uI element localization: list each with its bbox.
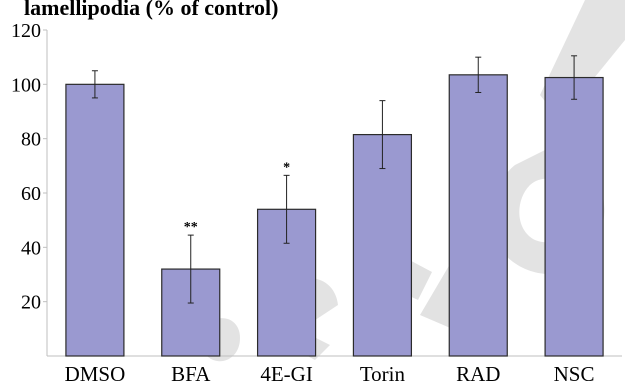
y-tick-label: 40: [21, 237, 41, 259]
x-tick-label: Torin: [360, 362, 406, 386]
y-tick-label: 60: [21, 183, 41, 205]
significance-labels: ***: [184, 160, 290, 235]
bar: [352, 133, 413, 357]
x-tick-label: BFA: [171, 362, 211, 386]
chart-title: lamellipodia (% of control): [24, 0, 278, 20]
bar: [448, 74, 508, 357]
x-tick-label: RAD: [456, 362, 500, 386]
y-ticks: 20 40 60 80 100 120: [11, 20, 47, 314]
significance-label: **: [184, 220, 198, 235]
significance-label: *: [283, 160, 290, 175]
bar: [544, 76, 604, 357]
bars: [65, 74, 604, 357]
y-tick-label: 80: [21, 129, 41, 151]
x-tick-label: 4E-GI: [260, 362, 312, 386]
bar: [65, 83, 125, 357]
y-tick-label: 20: [21, 292, 41, 314]
y-tick-label: 100: [11, 74, 41, 96]
x-tick-label: DMSO: [65, 362, 126, 386]
bar: [161, 268, 221, 357]
error-bars: [91, 55, 578, 304]
y-tick-label: 120: [11, 20, 41, 42]
x-tick-label: NSC: [554, 362, 595, 386]
x-tick-labels: DMSO BFA 4E-GI Torin RAD NSC: [65, 362, 595, 386]
